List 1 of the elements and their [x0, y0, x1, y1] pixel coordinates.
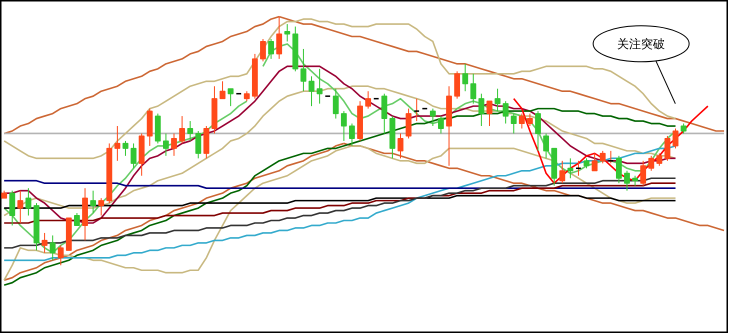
annotation: 关注突破 — [617, 36, 666, 51]
